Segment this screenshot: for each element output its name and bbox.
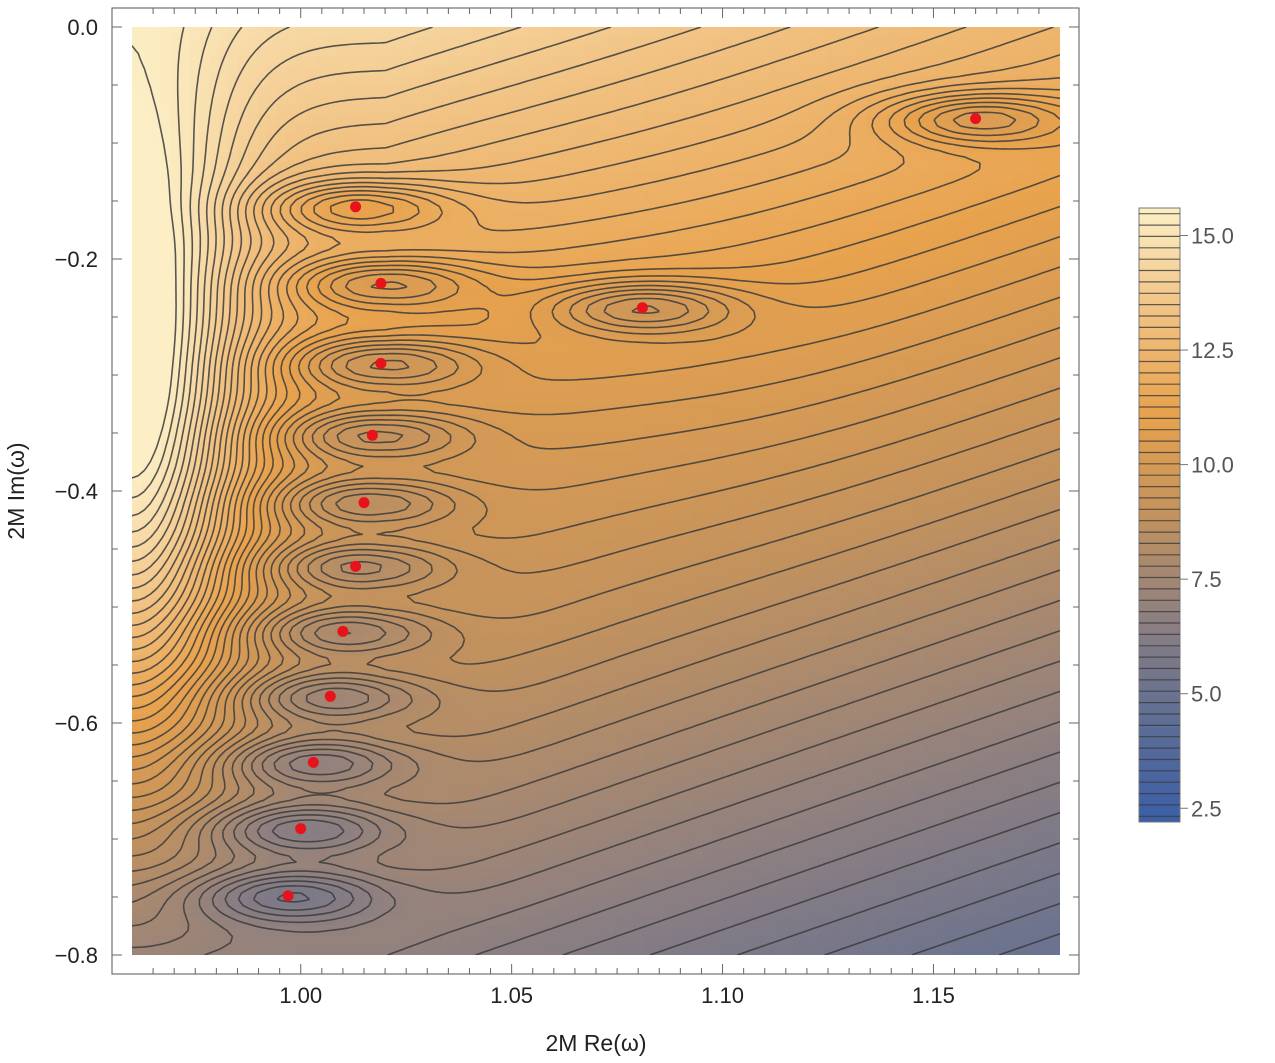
contour-level-line — [198, 690, 1060, 955]
contour-level-line — [132, 660, 1060, 949]
contour-level-line — [224, 751, 1060, 955]
colorbar-tick-label: 15.0 — [1191, 223, 1234, 248]
y-tick-label: −0.4 — [55, 479, 98, 504]
colorbar-bar — [1138, 207, 1181, 823]
colorbar-tick-label: 5.0 — [1191, 682, 1222, 707]
contour-level-line — [132, 297, 1060, 785]
contour-level-line — [132, 27, 433, 563]
colorbar-tick-label: 12.5 — [1191, 338, 1234, 363]
contour-level-line — [211, 720, 1060, 955]
qnm-point — [375, 277, 387, 289]
contour-level-line — [132, 27, 185, 499]
qnm-point — [375, 357, 387, 369]
contour-level-line — [132, 97, 1060, 710]
contour-level-line — [132, 27, 213, 517]
contour-level-line — [132, 27, 522, 576]
x-tick-label: 1.00 — [279, 983, 322, 1008]
qnm-point — [324, 690, 336, 702]
qnm-point — [350, 560, 362, 572]
qnm-point — [366, 429, 378, 441]
colorbar-level-lines — [1139, 213, 1180, 817]
contour-level-line — [132, 27, 702, 602]
contour-level-line — [132, 27, 879, 627]
x-tick-label: 1.10 — [701, 983, 744, 1008]
qnm-point — [636, 302, 648, 314]
contour-level-line — [132, 27, 612, 590]
contour-level-line — [252, 811, 1060, 955]
contour-level-line — [132, 539, 1060, 872]
qnm-points — [282, 113, 982, 902]
contour-level-line — [132, 27, 290, 548]
y-tick-label: 0.0 — [67, 15, 98, 40]
plot-region — [132, 27, 1060, 955]
contour-level-line — [132, 27, 243, 533]
qnm-point — [970, 113, 982, 125]
x-tick-label: 1.05 — [490, 983, 533, 1008]
contour-level-line — [132, 105, 1060, 734]
contour-lines — [132, 27, 1060, 955]
contour-level-line — [237, 781, 1060, 955]
contour-level-line — [132, 45, 177, 479]
contour-level-line — [132, 430, 1060, 825]
contour-level-line — [132, 417, 1060, 812]
y-tick-label: −0.8 — [55, 943, 98, 968]
contour-level-line — [132, 92, 1060, 698]
contour-level-line — [132, 569, 1060, 886]
contour-level-line — [132, 27, 1054, 651]
colorbar-tick-label: 10.0 — [1191, 453, 1234, 478]
x-tick-label: 1.15 — [912, 983, 955, 1008]
contour-level-line — [132, 27, 791, 615]
qnm-point — [282, 890, 294, 902]
contour-level-line — [132, 101, 1060, 722]
contour-level-line — [132, 281, 1060, 758]
qnm-point — [337, 625, 349, 637]
qnm-point — [350, 201, 362, 213]
contour-level-line — [132, 508, 1060, 857]
colorbar-ticks: 2.5 5.0 7.5 10.0 12.5 15.0 — [1180, 223, 1234, 821]
y-tick-label: −0.2 — [55, 247, 98, 272]
contour-level-line — [998, 933, 1060, 955]
contour-level-line — [132, 293, 1060, 771]
qnm-point — [358, 497, 370, 509]
contour-level-line — [132, 629, 1060, 927]
colorbar-tick-label: 7.5 — [1191, 567, 1222, 592]
qnm-point — [307, 756, 319, 768]
contour-level-line — [132, 77, 1060, 675]
contour-level-line — [132, 27, 967, 639]
contour-level-line — [824, 872, 1060, 955]
x-axis-title: 2M Re(ω) — [545, 1030, 646, 1056]
contour-level-line — [132, 478, 1060, 840]
contour-level-line — [132, 87, 1060, 686]
contour-level-line — [132, 54, 1060, 663]
contour-level-line — [911, 902, 1060, 955]
density-field — [132, 27, 1060, 955]
y-axis-title: 2M Im(ω) — [3, 442, 29, 539]
colorbar-tick-label: 2.5 — [1191, 796, 1222, 821]
y-axis: 0.0 −0.2 −0.4 −0.6 −0.8 — [55, 15, 1079, 968]
colorbar: 2.5 5.0 7.5 10.0 12.5 15.0 — [1138, 207, 1234, 823]
contour-level-line — [132, 111, 1060, 746]
x-axis: 1.00 1.05 1.10 1.15 — [152, 8, 1040, 1008]
y-tick-label: −0.6 — [55, 711, 98, 736]
contour-level-line — [132, 599, 1060, 903]
contour-level-line — [132, 304, 1060, 799]
qnm-point — [295, 823, 307, 835]
